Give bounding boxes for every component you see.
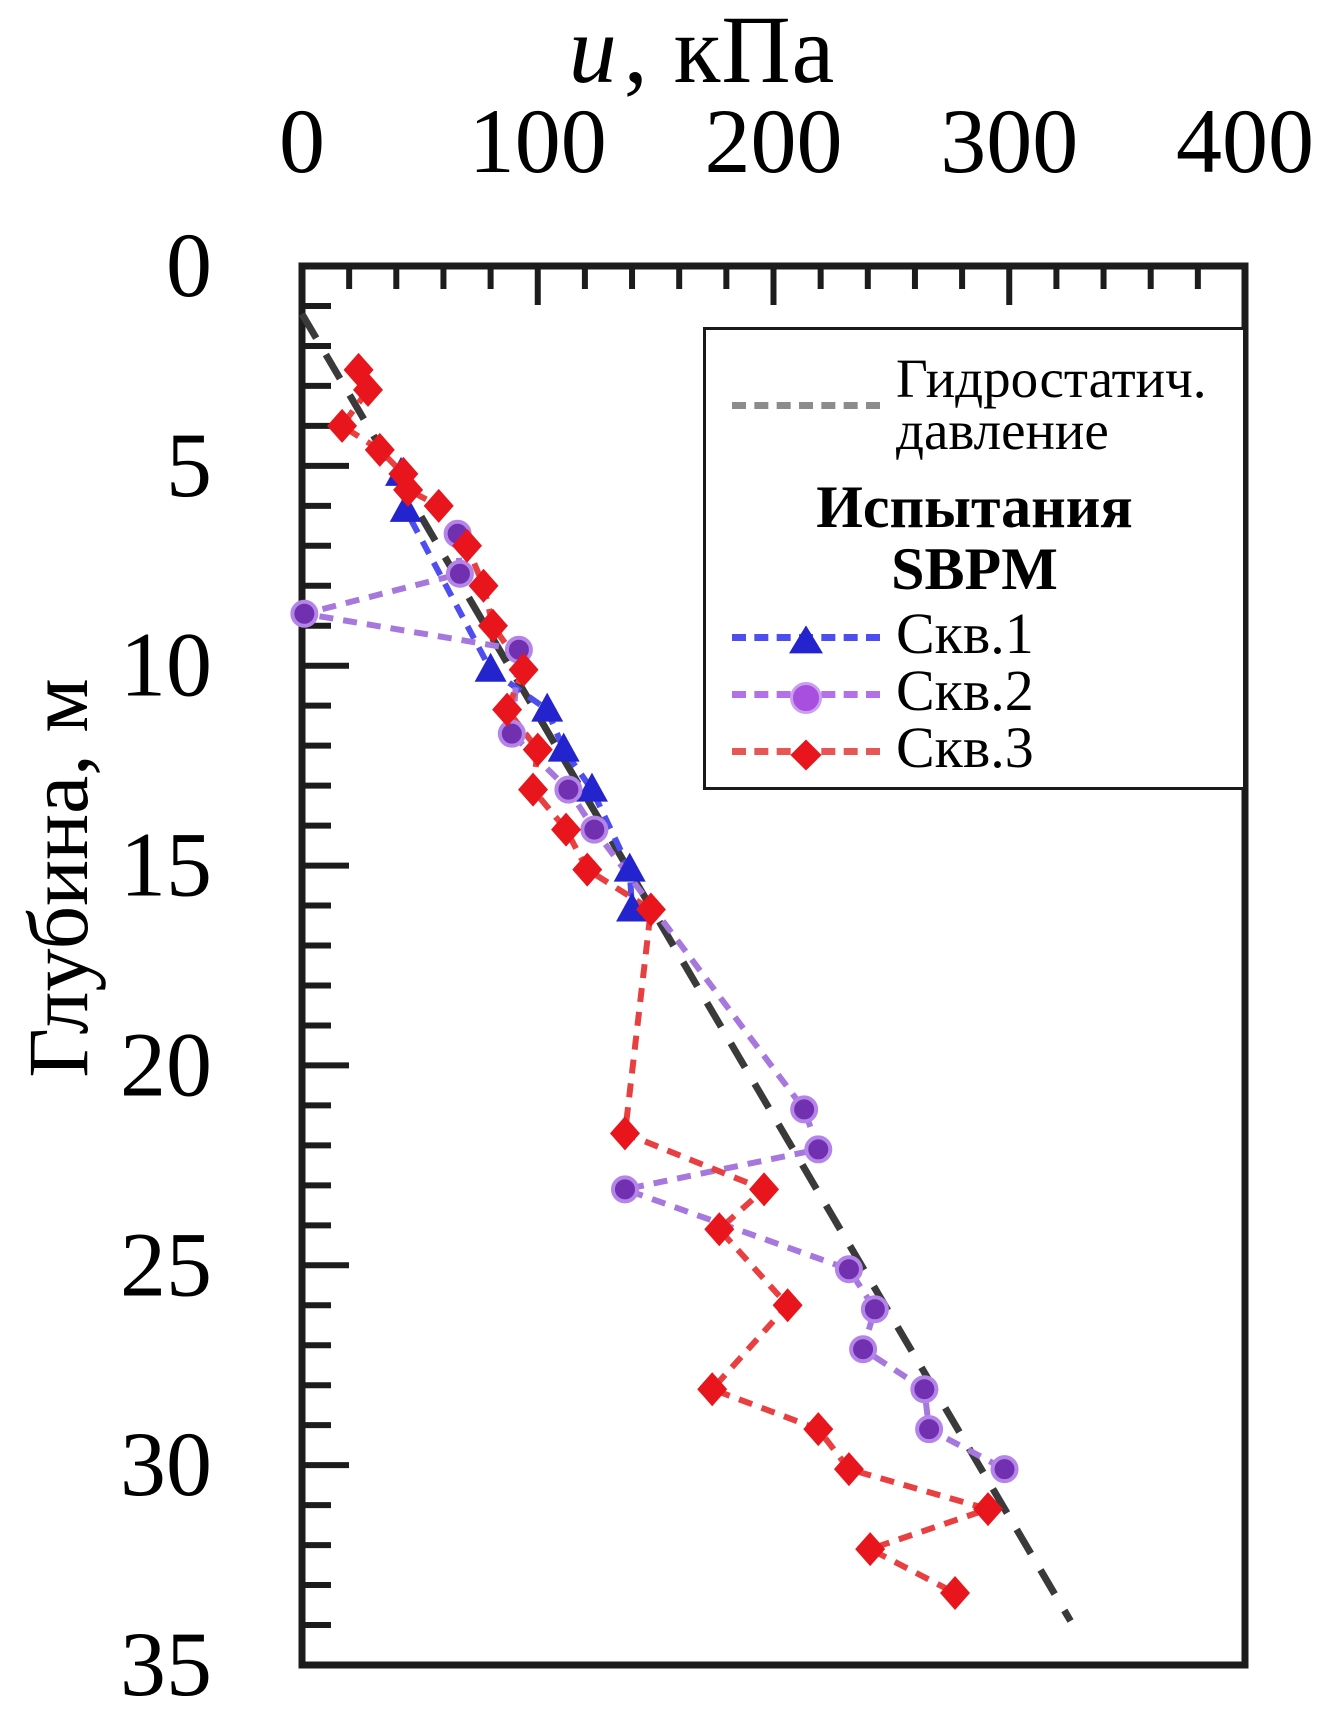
skv2-data-point: [610, 1175, 639, 1204]
skv2-data-point: [910, 1375, 939, 1404]
legend-item-skv3: Скв.3: [706, 715, 1243, 780]
x-axis-title-variable: u: [568, 0, 618, 103]
plot-border: [298, 262, 1249, 1669]
legend-label-hydrostatic: Гидростатич. давление: [896, 351, 1206, 461]
hydrostatic-line: [298, 312, 1074, 1623]
skv2-data-point: [849, 1335, 878, 1364]
legend-item-skv2: Скв.2: [706, 658, 1243, 723]
y-tick-label: 0: [166, 214, 212, 316]
skv3-data-point: [477, 608, 508, 643]
skv2-data-point: [790, 1095, 819, 1124]
y-tick-label: 15: [120, 814, 212, 916]
y-tick-label: 35: [120, 1613, 212, 1713]
legend-label-hydrostatic-line2: давление: [896, 400, 1109, 461]
skv2-data-point: [804, 1135, 833, 1164]
skv1-data-point: [531, 692, 564, 722]
x-tick-label: 200: [705, 90, 843, 192]
skv3-data-point: [364, 432, 395, 467]
skv2-data-point: [834, 1255, 863, 1284]
skv1-data-point: [389, 492, 422, 522]
skv3-data-point: [572, 852, 603, 887]
skv2-data-point: [554, 775, 583, 804]
skv3-data-point: [833, 1452, 864, 1487]
legend-label-skv3: Скв.3: [896, 714, 1034, 780]
legend-label-hydrostatic-line1: Гидростатич.: [896, 347, 1207, 409]
skv3-data-point: [855, 1532, 886, 1567]
legend-header-line1: Испытания: [816, 474, 1133, 540]
skv3-data-point: [749, 1172, 780, 1207]
skv3-diamond-icon: [790, 739, 822, 771]
skv3-data-point: [423, 488, 454, 523]
legend-label-skv2: Скв.2: [896, 657, 1034, 723]
skv3-data-point: [492, 692, 523, 727]
skv3-data-point: [704, 1212, 735, 1247]
skv2-data-point: [990, 1455, 1019, 1484]
skv2-line-sample: [732, 681, 880, 714]
skv3-data-point: [468, 568, 499, 603]
x-tick-label: 0: [279, 90, 325, 192]
skv3-data-point: [551, 812, 582, 847]
skv1-data-point: [547, 732, 580, 762]
y-axis-title: Глубина, м: [10, 678, 106, 1078]
legend-box: Гидростатич. давление Испытания SBPM Скв…: [703, 327, 1246, 790]
x-tick-label: 400: [1176, 90, 1314, 192]
legend-header-line2: SBPM: [891, 536, 1058, 603]
legend-header: Испытания SBPM: [706, 476, 1243, 601]
skv3-data-point: [327, 408, 358, 443]
skv3-data-point: [772, 1288, 803, 1323]
skv2-data-point: [860, 1295, 889, 1324]
skv3-data-point: [609, 1116, 640, 1151]
skv2-data-point: [915, 1415, 944, 1444]
skv1-triangle-icon: [789, 625, 823, 654]
skv3-data-point: [508, 652, 539, 687]
hydrostatic-dashed-line-icon: [732, 401, 880, 409]
legend-item-hydrostatic: Гидростатич. давление: [706, 346, 1243, 464]
skv3-data-point: [452, 528, 483, 563]
skv1-data-point: [474, 652, 507, 682]
skv3-line-sample: [732, 739, 880, 771]
skv3-data-point: [940, 1576, 971, 1611]
y-tick-label: 30: [120, 1413, 212, 1515]
skv2-data-point: [290, 599, 319, 628]
skv2-data-point: [497, 719, 526, 748]
legend-item-skv1: Скв.1: [706, 601, 1243, 666]
x-axis-title-unit: , кПа: [623, 0, 836, 103]
y-tick-label: 25: [120, 1213, 212, 1315]
skv1-data-point: [616, 892, 649, 922]
skv3-data-point: [635, 892, 666, 927]
x-tick-label: 100: [469, 90, 607, 192]
y-tick-label: 10: [120, 614, 212, 716]
skv3-data-point: [803, 1412, 834, 1447]
skv3-data-point: [393, 472, 424, 507]
skv1-data-point: [575, 772, 608, 802]
skv3-data-point: [973, 1492, 1004, 1527]
y-tick-label: 5: [166, 414, 212, 516]
x-tick-label: 300: [940, 90, 1078, 192]
skv3-data-point: [518, 772, 549, 807]
skv3-data-point: [697, 1372, 728, 1407]
legend-label-skv1: Скв.1: [896, 600, 1034, 666]
skv3-data-point: [353, 372, 384, 407]
skv1-data-point: [613, 852, 646, 882]
skv2-data-point: [580, 815, 609, 844]
y-tick-label: 20: [120, 1013, 212, 1115]
skv2-data-point: [445, 559, 474, 588]
skv3-data-point: [522, 732, 553, 767]
skv1-line-sample: [732, 625, 880, 654]
x-axis-title: u, кПа: [262, 0, 1142, 105]
skv2-circle-icon: [790, 681, 822, 714]
